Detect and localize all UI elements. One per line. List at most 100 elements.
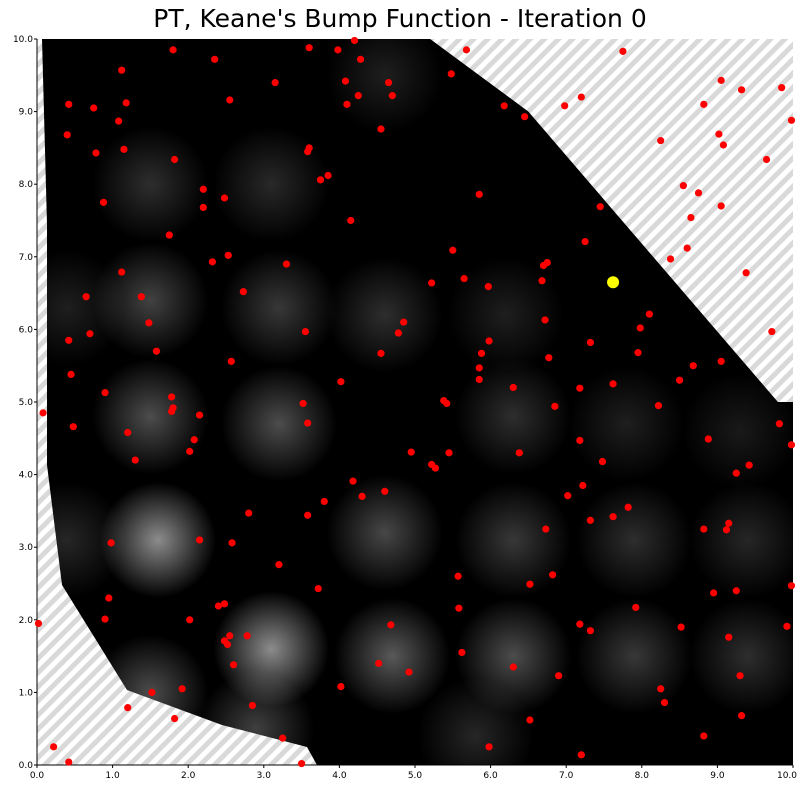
data-point: [515, 449, 523, 457]
data-point: [350, 36, 359, 45]
data-point: [485, 743, 493, 751]
axes: 0.0 1.0 2.0 3.0 4.0 5.0 6.0 7.0 8.0 9.0 10.0 0.0 1.0…: [13, 35, 797, 781]
data-point: [484, 282, 492, 291]
data-point: [324, 171, 332, 180]
data-point: [475, 190, 483, 198]
data-point: [657, 137, 665, 145]
data-point: [449, 246, 457, 254]
data-point: [694, 189, 703, 197]
data-point: [687, 213, 695, 222]
data-point: [400, 318, 408, 326]
data-point: [178, 685, 186, 693]
data-point: [377, 125, 385, 133]
data-point: [787, 116, 796, 124]
data-point: [220, 600, 229, 608]
data-point: [86, 330, 94, 338]
data-point: [186, 616, 194, 624]
data-point: [666, 255, 675, 263]
data-point: [248, 701, 257, 710]
y-tick-label: 7.0: [19, 253, 34, 263]
data-point: [120, 145, 128, 153]
data-point: [725, 519, 733, 527]
data-point: [676, 376, 684, 384]
data-point: [742, 269, 750, 277]
bump-glow: [220, 365, 337, 482]
data-point: [700, 100, 708, 108]
data-point: [282, 260, 291, 268]
data-point: [65, 758, 73, 766]
x-tick-label: 8.0: [635, 771, 650, 781]
data-point: [624, 503, 632, 511]
data-point: [447, 70, 455, 78]
data-point: [521, 113, 529, 121]
data-point: [737, 86, 746, 94]
data-point: [82, 293, 90, 301]
data-point: [579, 481, 587, 490]
data-point: [596, 203, 604, 211]
data-point: [405, 668, 413, 676]
y-tick-label: 6.0: [19, 325, 34, 335]
data-point: [543, 259, 551, 267]
data-point: [381, 487, 389, 495]
data-point: [131, 456, 139, 464]
data-point: [334, 46, 342, 54]
data-point: [115, 117, 123, 125]
data-point: [105, 594, 113, 602]
data-point: [220, 194, 229, 202]
bump-glow: [689, 598, 793, 715]
y-tick-label: 10.0: [13, 35, 33, 45]
data-point: [619, 47, 627, 55]
bump-glow: [326, 474, 443, 591]
data-point: [717, 357, 725, 365]
data-point: [458, 648, 466, 657]
data-point: [67, 370, 75, 379]
data-point: [632, 603, 640, 612]
data-point: [636, 324, 644, 332]
data-point: [679, 182, 687, 190]
data-point: [169, 404, 177, 412]
data-point: [645, 310, 653, 318]
data-point: [337, 682, 345, 691]
data-point: [526, 580, 534, 588]
data-point: [165, 231, 173, 239]
data-point: [314, 584, 322, 593]
bump-glow: [576, 481, 693, 598]
data-point: [541, 316, 549, 324]
x-tick-label: 4.0: [332, 771, 347, 781]
x-tick-label: 6.0: [483, 771, 498, 781]
data-point: [124, 428, 132, 437]
data-point: [717, 76, 725, 84]
data-point: [243, 632, 251, 640]
data-point: [301, 327, 309, 336]
bump-glow: [42, 249, 126, 366]
data-point: [337, 378, 345, 386]
data-point: [34, 619, 43, 628]
data-point: [347, 216, 355, 225]
data-point: [732, 469, 740, 477]
data-point: [90, 104, 98, 112]
data-point: [118, 66, 126, 74]
bump-glow: [682, 373, 793, 490]
data-point: [170, 714, 179, 723]
data-point: [576, 436, 584, 445]
bump-glow: [455, 358, 572, 475]
data-point: [526, 716, 534, 724]
data-point: [304, 419, 312, 427]
data-point: [39, 409, 47, 417]
bump-glow: [220, 249, 337, 366]
bump-glow: [99, 481, 216, 598]
data-point: [341, 77, 350, 85]
bump-glow: [689, 481, 793, 598]
data-point: [227, 357, 235, 365]
data-point: [228, 539, 236, 547]
x-tick-label: 0.0: [30, 771, 45, 781]
data-point: [199, 185, 207, 193]
data-point: [555, 672, 563, 680]
data-point: [677, 623, 685, 631]
data-point: [124, 704, 132, 712]
data-point: [279, 734, 287, 742]
data-point: [475, 364, 483, 372]
data-point: [239, 288, 247, 296]
data-point: [462, 46, 471, 54]
x-tick-label: 3.0: [257, 771, 272, 781]
